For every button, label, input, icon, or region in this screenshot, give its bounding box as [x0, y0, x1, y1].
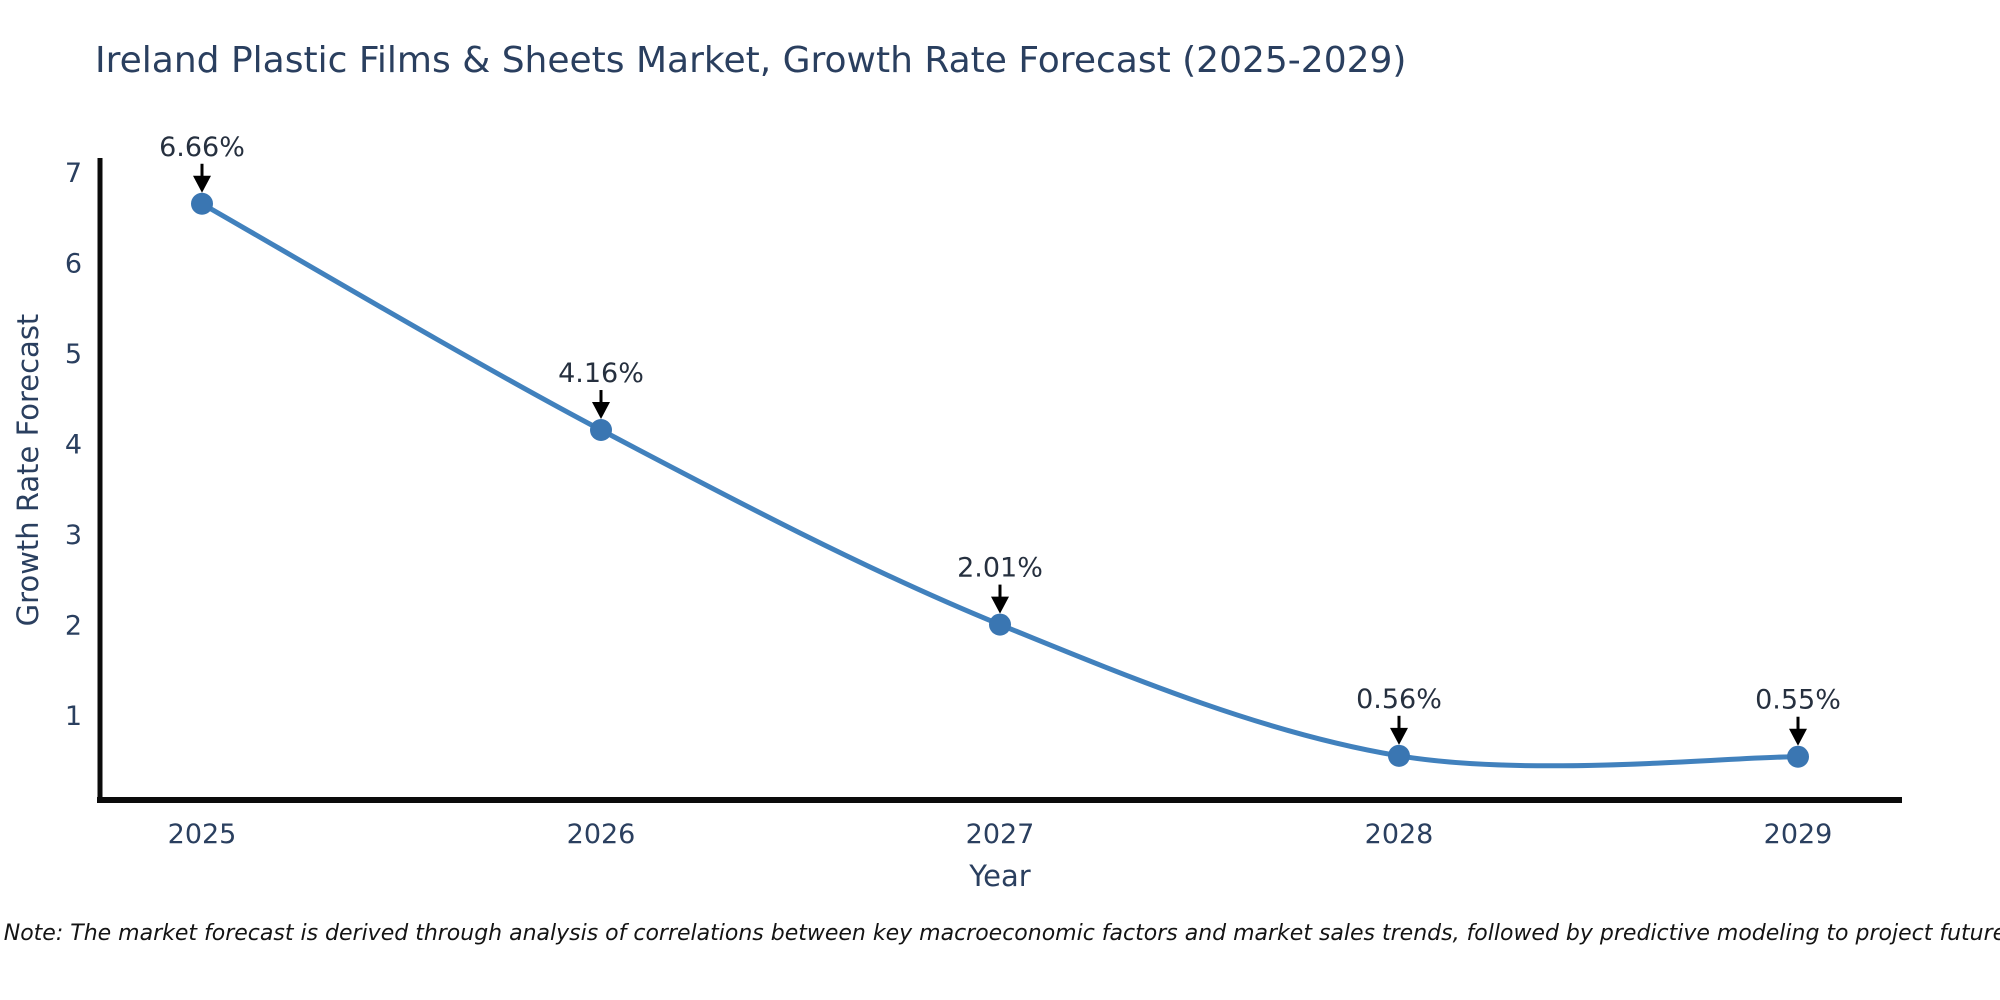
y-tick-label: 5: [65, 339, 82, 370]
annotation-label: 6.66%: [159, 132, 245, 163]
y-tick-label: 6: [65, 249, 82, 280]
annotation-label: 0.56%: [1356, 684, 1442, 715]
y-tick-label: 7: [65, 158, 82, 189]
x-axis-tick-labels: 2025 2026 2027 2028 2029: [168, 819, 1833, 850]
data-points: [191, 192, 1809, 768]
x-tick-label: 2027: [966, 819, 1035, 850]
chart-note: Note: The market forecast is derived thr…: [4, 921, 2000, 946]
y-tick-label: 3: [65, 520, 82, 551]
x-tick-label: 2029: [1764, 819, 1833, 850]
annotation-arrowhead: [1789, 728, 1807, 746]
point-annotations: 6.66% 4.16% 2.01% 0.56% 0.55%: [159, 132, 1841, 746]
chart-title: Ireland Plastic Films & Sheets Market, G…: [95, 40, 1406, 81]
x-tick-label: 2026: [567, 819, 636, 850]
annotation-arrowhead: [193, 175, 211, 193]
annotation-label: 4.16%: [558, 358, 644, 389]
y-tick-label: 2: [65, 611, 82, 642]
data-point-marker: [989, 613, 1011, 636]
annotation-arrowhead: [1390, 727, 1408, 745]
annotation-label: 2.01%: [957, 553, 1043, 584]
y-axis-title: Growth Rate Forecast: [11, 314, 45, 627]
annotation-arrowhead: [991, 596, 1009, 614]
x-tick-label: 2025: [168, 819, 237, 850]
trend-line: [199, 201, 1801, 769]
data-point-marker: [590, 419, 612, 442]
x-axis-title: Year: [968, 859, 1030, 893]
x-tick-label: 2028: [1365, 819, 1434, 850]
y-tick-label: 4: [65, 430, 82, 461]
data-point-marker: [191, 192, 213, 215]
annotation-label: 0.55%: [1755, 685, 1841, 716]
annotation-arrowhead: [592, 402, 610, 420]
data-point-marker: [1787, 745, 1809, 768]
y-axis-tick-labels: 1 2 3 4 5 6 7: [65, 158, 82, 732]
y-tick-label: 1: [65, 701, 82, 732]
data-point-marker: [1388, 744, 1410, 767]
